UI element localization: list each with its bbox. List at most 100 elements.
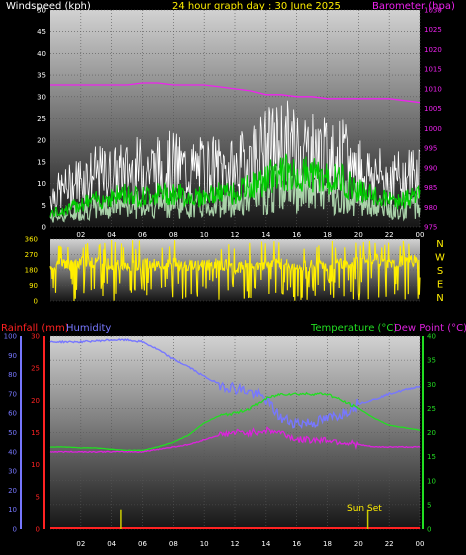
temperature-y-tick: 20 — [427, 429, 436, 437]
wind-x-tick: 04 — [107, 231, 116, 239]
compass-label: N — [436, 239, 443, 250]
humidity-y-tick: 80 — [8, 371, 17, 379]
temperature-y-tick: 40 — [427, 333, 436, 341]
windspeed-axis-title: Windspeed (kph) — [6, 1, 91, 12]
direction-y-tick: 0 — [34, 298, 38, 306]
wind-y-tick: 15 — [37, 158, 46, 166]
wind-direction-series-line — [49, 239, 421, 302]
humidity-series-line — [49, 338, 421, 429]
wind-y-tick: 5 — [42, 202, 46, 210]
barometer-y-tick: 985 — [424, 184, 437, 192]
wind-panel: 0510152025303540455097598098599099510001… — [37, 7, 442, 240]
temperature-x-tick: 06 — [138, 540, 147, 548]
wind-y-tick: 20 — [37, 137, 46, 145]
temperature-x-tick: 02 — [76, 540, 85, 548]
temperature-axis-title: Temperature (°C) — [310, 323, 397, 334]
temperature-series-line — [49, 391, 421, 452]
temperature-y-tick: 15 — [427, 453, 436, 461]
temperature-x-tick: 16 — [292, 540, 301, 548]
temperature-x-tick: 14 — [261, 540, 270, 548]
barometer-y-tick: 1020 — [424, 46, 442, 54]
sunset-annotation: Sun Set — [347, 504, 382, 514]
barometer-y-tick: 1025 — [424, 26, 442, 34]
rain-y-tick: 10 — [31, 461, 40, 469]
wind-y-tick: 10 — [37, 180, 46, 188]
chart-title: 24 hour graph day : 30 June 2025 — [172, 1, 341, 12]
wind-x-tick: 18 — [323, 231, 332, 239]
compass-label: N — [436, 293, 443, 304]
wind-y-tick: 35 — [37, 72, 46, 80]
temperature-y-tick: 5 — [427, 501, 431, 509]
wind-y-tick: 40 — [37, 50, 46, 58]
humidity-y-tick: 60 — [8, 410, 17, 418]
barometer-y-tick: 1030 — [424, 7, 442, 15]
temperature-x-tick: 18 — [323, 540, 332, 548]
dewpoint-axis-title: Dew Point (°C) — [394, 323, 466, 334]
wind-x-tick: 08 — [169, 231, 178, 239]
dewpoint-series-line — [49, 425, 421, 454]
temperature-y-tick: 10 — [427, 477, 436, 485]
barometer-y-tick: 990 — [424, 164, 437, 172]
wind-y-tick: 50 — [37, 7, 46, 15]
temperature-y-tick: 0 — [427, 526, 431, 534]
rainfall-axis-title: Rainfall (mm) — [1, 323, 69, 334]
temperature-y-tick: 25 — [427, 405, 436, 413]
humidity-y-tick: 10 — [8, 506, 17, 514]
temperature-y-tick: 35 — [427, 357, 436, 365]
rain-y-tick: 0 — [36, 526, 40, 534]
barometer-y-tick: 980 — [424, 204, 437, 212]
barometer-y-tick: 1005 — [424, 105, 442, 113]
rain-y-tick: 5 — [36, 493, 40, 501]
wind-x-tick: 02 — [76, 231, 85, 239]
humidity-y-tick: 90 — [8, 352, 17, 360]
temperature-x-tick: 10 — [200, 540, 209, 548]
rain-y-tick: 25 — [31, 365, 40, 373]
barometer-y-tick: 995 — [424, 145, 437, 153]
direction-y-tick: 90 — [29, 282, 38, 290]
temperature-x-tick: 08 — [169, 540, 178, 548]
barometer-y-tick: 975 — [424, 224, 437, 232]
wind-y-tick: 30 — [37, 93, 46, 101]
direction-y-tick: 270 — [25, 251, 38, 259]
compass-label: E — [437, 280, 443, 291]
temperature-x-tick: 00 — [416, 540, 425, 548]
temperature-x-tick: 12 — [231, 540, 240, 548]
wind-y-tick: 45 — [37, 28, 46, 36]
temperature-panel: 0510152025303540010203040506070809010005… — [4, 333, 436, 549]
barometer-y-tick: 1015 — [424, 66, 442, 74]
wind-x-tick: 00 — [416, 231, 425, 239]
barometer-axis-title: Barometer (hpa) — [372, 1, 455, 12]
wind-x-tick: 14 — [261, 231, 270, 239]
humidity-y-tick: 100 — [4, 333, 17, 341]
humidity-y-tick: 30 — [8, 468, 17, 476]
compass-label: S — [437, 266, 443, 277]
temperature-y-tick: 30 — [427, 381, 436, 389]
compass-label: W — [435, 253, 445, 264]
wind-x-tick: 22 — [385, 231, 394, 239]
rain-y-tick: 30 — [31, 333, 40, 341]
humidity-y-tick: 50 — [8, 429, 17, 437]
wind-x-tick: 10 — [200, 231, 209, 239]
rain-y-tick: 20 — [31, 397, 40, 405]
wind-x-tick: 06 — [138, 231, 147, 239]
humidity-y-tick: 20 — [8, 487, 17, 495]
wind-x-tick: 20 — [354, 231, 363, 239]
humidity-y-tick: 70 — [8, 390, 17, 398]
wind-y-tick: 0 — [42, 224, 46, 232]
rain-y-tick: 15 — [31, 429, 40, 437]
barometer-y-tick: 1000 — [424, 125, 442, 133]
humidity-axis-title: Humidity — [66, 323, 111, 334]
temperature-x-tick: 20 — [354, 540, 363, 548]
direction-y-tick: 360 — [25, 236, 38, 244]
barometer-series-line — [50, 82, 421, 104]
wind-y-tick: 25 — [37, 115, 46, 123]
temperature-x-tick: 04 — [107, 540, 116, 548]
temperature-x-tick: 22 — [385, 540, 394, 548]
direction-y-tick: 180 — [25, 267, 38, 275]
windspeed-series-line — [49, 153, 421, 218]
humidity-y-tick: 0 — [13, 526, 17, 534]
humidity-y-tick: 40 — [8, 448, 17, 456]
wind-x-tick: 12 — [231, 231, 240, 239]
